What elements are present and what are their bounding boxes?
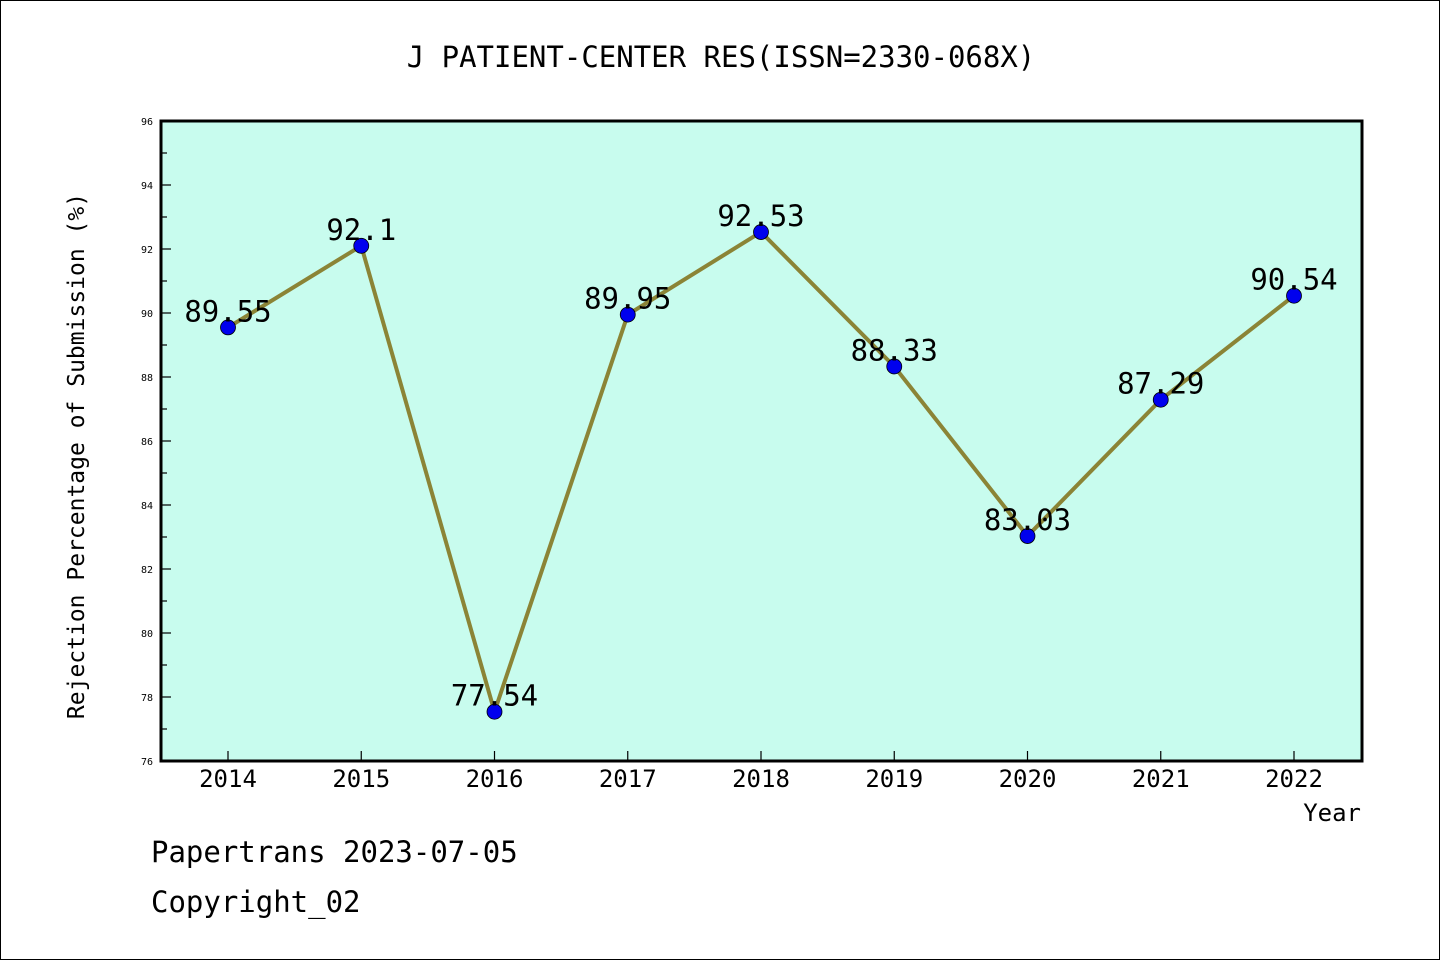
x-axis-title: Year [1303,799,1361,827]
x-tick-label: 2014 [199,765,257,793]
y-tick-label: 86 [141,437,153,448]
data-point-marker [619,306,636,323]
footer-date-line: Papertrans 2023-07-05 [151,835,518,869]
y-tick-label: 84 [141,501,153,512]
footer-copyright-line: Copyright_02 [151,885,361,919]
y-tick-label: 96 [141,117,153,128]
x-tick-label: 2021 [1132,765,1190,793]
data-point-marker [220,319,236,336]
data-point-marker [886,358,903,375]
series-layer [220,224,1302,720]
y-tick-label: 90 [141,309,153,320]
x-tick-label: 2019 [865,765,923,793]
data-point-marker [486,703,503,720]
x-tick-label: 2018 [732,765,790,793]
data-label: 89.55 [184,294,271,328]
data-label: 90.54 [1250,263,1337,297]
x-tick-label: 2020 [999,765,1057,793]
data-label: 89.95 [584,282,671,316]
data-label-layer: 89.55 92.1 77.54 89.95 92.53 88.33 83.03 87.29 9… [184,199,1337,713]
data-point-marker [1152,391,1169,408]
chart-title: J PATIENT-CENTER RES(ISSN=2330-068X) [407,40,1036,74]
x-tick-label: 2015 [332,765,390,793]
y-tick-label: 78 [141,693,153,704]
data-label: 77.54 [451,679,538,713]
data-point-marker [753,224,769,240]
x-axis: 2014 2015 2016 2017 2018 2019 2020 2021 2022 [199,751,1323,793]
data-point-marker [1019,528,1036,544]
data-label: 88.33 [851,333,938,367]
x-tick-label: 2016 [466,765,524,793]
y-tick-label: 80 [141,629,153,640]
data-label: 83.03 [984,503,1071,537]
data-point-marker [1286,287,1302,304]
data-label: 92.53 [717,199,804,233]
y-axis-title: Rejection Percentage of Submission (%) [64,193,90,719]
data-label: 87.29 [1117,367,1204,401]
y-tick-label: 76 [141,757,153,768]
data-point-marker [353,237,370,254]
y-axis: 96 94 92 90 88 86 84 82 80 78 76 [141,117,171,768]
x-tick-label: 2017 [599,765,657,793]
y-tick-label: 92 [141,245,153,256]
y-tick-label: 88 [141,373,153,384]
data-label: 92.1 [326,213,396,247]
y-tick-label: 94 [141,181,153,192]
y-tick-label: 82 [141,565,153,576]
x-tick-label: 2022 [1265,765,1323,793]
